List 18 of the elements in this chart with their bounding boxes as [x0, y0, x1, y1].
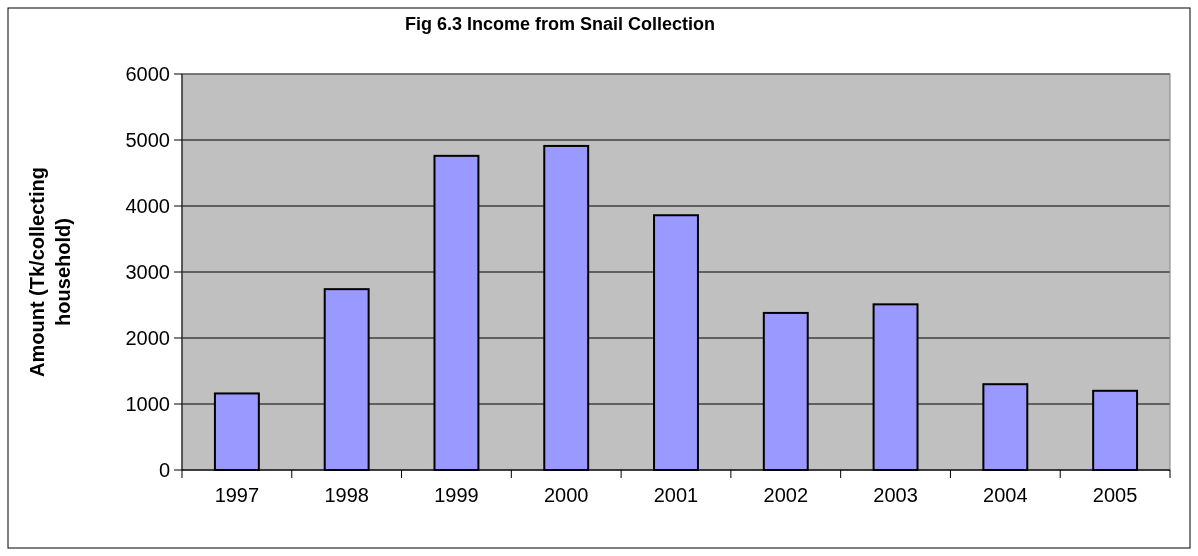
x-tick-label: 1997: [214, 484, 260, 506]
y-axis-title: Amount (Tk/collecting household): [26, 167, 74, 377]
chart-title: Fig 6.3 Income from Snail Collection: [404, 14, 716, 34]
x-tick-label: 1998: [324, 484, 369, 506]
y-tick-label: 6000: [125, 63, 170, 85]
x-tick-label: 2005: [1092, 484, 1138, 506]
x-tick-label: 1999: [434, 484, 479, 506]
x-tick-label: 2004: [983, 484, 1028, 506]
y-tick-label: 1000: [125, 393, 170, 415]
y-tick-label: 3000: [125, 261, 170, 283]
x-tick-label: 2001: [653, 484, 699, 506]
x-tick-label: 2000: [543, 484, 589, 506]
y-tick-label: 0: [158, 459, 170, 481]
x-tick-label: 2003: [873, 484, 918, 506]
y-tick-label: 2000: [125, 327, 170, 349]
y-tick-label: 5000: [125, 129, 170, 151]
x-tick-label: 2002: [763, 484, 809, 506]
y-tick-label: 4000: [125, 195, 170, 217]
